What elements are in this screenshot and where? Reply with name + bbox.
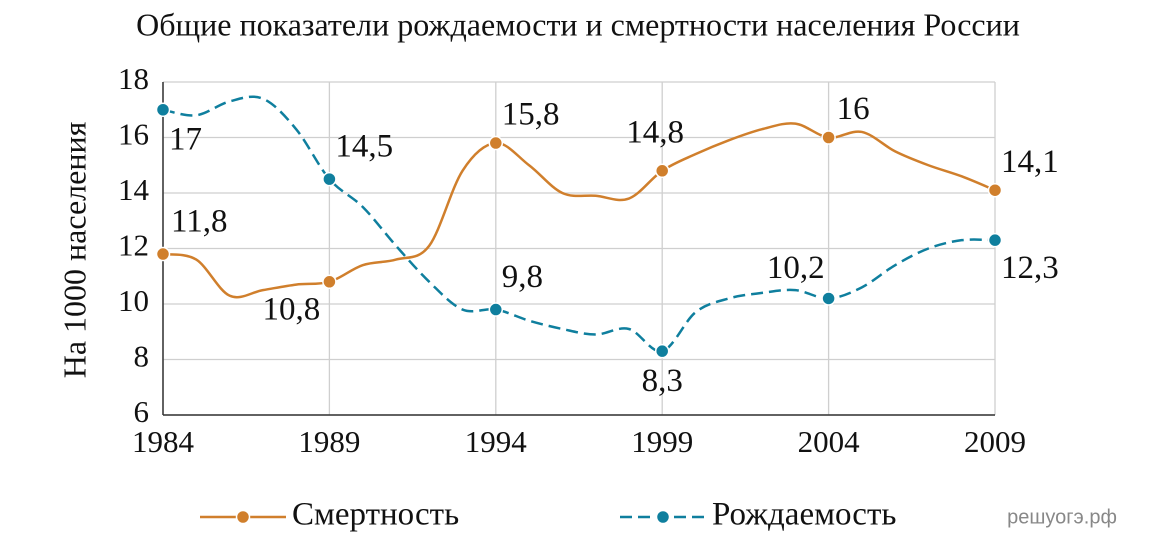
marker — [654, 343, 670, 359]
y-tick-label: 6 — [134, 394, 150, 429]
y-tick-label: 8 — [134, 339, 150, 374]
data-label: 9,8 — [502, 259, 543, 295]
data-label: 11,8 — [171, 204, 228, 240]
chart-title: Общие показатели рождаемости и смертност… — [136, 6, 1020, 42]
legend-label: Рождаемость — [712, 497, 896, 533]
marker — [488, 135, 504, 151]
legend-marker — [235, 509, 251, 525]
y-tick-label: 16 — [118, 117, 149, 152]
marker — [322, 274, 337, 290]
legend-label: Смертность — [292, 497, 459, 533]
marker — [987, 232, 1003, 248]
marker — [155, 102, 171, 117]
x-tick-label: 1994 — [465, 424, 528, 459]
data-label: 14,8 — [626, 114, 684, 150]
x-tick-label: 2009 — [964, 424, 1026, 459]
marker — [322, 171, 337, 187]
y-tick-label: 12 — [118, 228, 149, 263]
data-label: 10,8 — [263, 291, 321, 327]
series-line — [162, 95, 996, 353]
data-label: 10,2 — [767, 250, 825, 286]
data-label: 14,1 — [1001, 144, 1059, 180]
marker — [654, 163, 670, 179]
legend-marker — [655, 509, 671, 525]
x-tick-label: 1989 — [298, 424, 360, 459]
x-tick-label: 1984 — [132, 424, 195, 459]
marker — [821, 291, 836, 306]
watermark: решуогэ.рф — [1007, 506, 1117, 528]
data-label: 8,3 — [642, 363, 683, 399]
x-tick-label: 1999 — [631, 424, 693, 459]
y-tick-label: 14 — [118, 172, 150, 207]
data-label: 12,3 — [1001, 250, 1059, 286]
y-tick-label: 10 — [118, 283, 149, 318]
marker — [155, 246, 171, 262]
x-tick-label: 2004 — [798, 424, 861, 459]
data-label: 17 — [169, 121, 202, 157]
marker — [987, 182, 1003, 198]
y-tick-label: 18 — [118, 61, 149, 96]
y-axis-label: На 1000 населения — [56, 121, 92, 378]
marker — [821, 130, 836, 145]
marker — [488, 302, 504, 317]
series-line — [162, 122, 996, 299]
data-label: 15,8 — [502, 97, 560, 133]
data-label: 16 — [837, 91, 870, 127]
data-label: 14,5 — [335, 129, 393, 165]
